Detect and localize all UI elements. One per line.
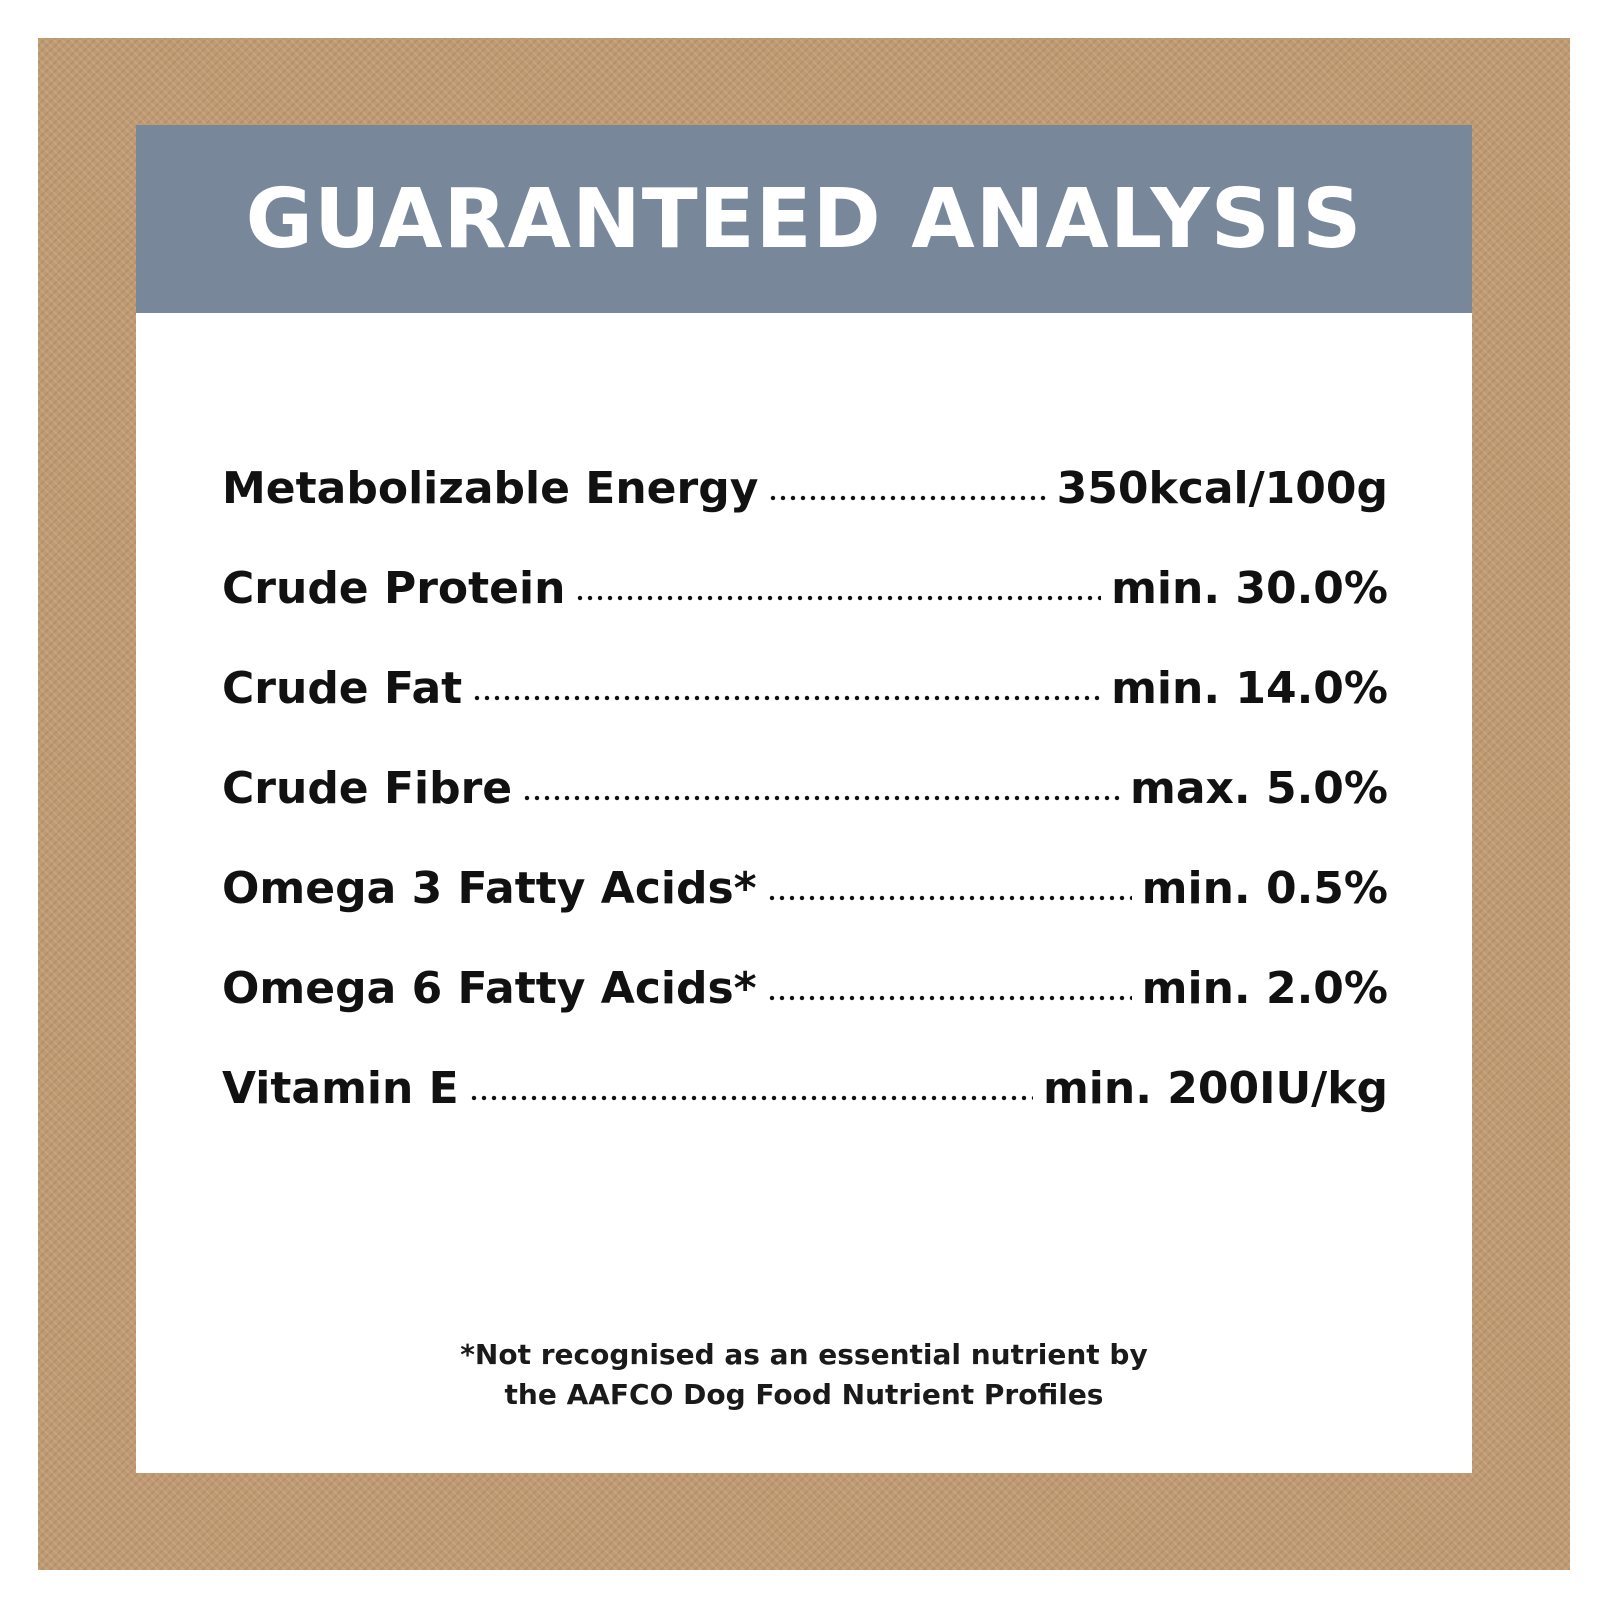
analysis-row: Crude Fat min. 14.0% [222,663,1388,763]
analysis-row: Metabolizable Energy 350kcal/100g [222,463,1388,563]
footnote-line: the AAFCO Dog Food Nutrient Profiles [504,1378,1104,1411]
page-title: GUARANTEED ANALYSIS [245,171,1363,267]
dot-leader [575,593,1102,603]
nutrient-label: Metabolizable Energy [222,463,759,514]
nutrient-label: Crude Fat [222,663,463,714]
footnote-line: *Not recognised as an essential nutrient… [460,1338,1148,1371]
dot-leader [766,993,1132,1003]
analysis-card: GUARANTEED ANALYSIS Metabolizable Energy… [136,125,1472,1473]
nutrient-value: 350kcal/100g [1056,463,1388,514]
analysis-row: Crude Protein min. 30.0% [222,563,1388,663]
nutrient-value: min. 30.0% [1111,563,1388,614]
analysis-row: Vitamin E min. 200IU/kg [222,1063,1388,1163]
analysis-table: Metabolizable Energy 350kcal/100g Crude … [222,463,1388,1163]
nutrient-value: max. 5.0% [1130,763,1388,814]
nutrient-label: Omega 3 Fatty Acids* [222,863,757,914]
dot-leader [522,793,1121,803]
header-band: GUARANTEED ANALYSIS [136,125,1472,313]
nutrient-value: min. 200IU/kg [1042,1063,1388,1114]
nutrient-value: min. 14.0% [1111,663,1388,714]
nutrient-label: Crude Protein [222,563,566,614]
nutrient-value: min. 2.0% [1141,963,1388,1014]
dot-leader [472,693,1102,703]
dot-leader [768,493,1047,503]
nutrient-value: min. 0.5% [1141,863,1388,914]
footnote: *Not recognised as an essential nutrient… [136,1335,1472,1415]
dot-leader [468,1093,1033,1103]
analysis-row: Crude Fibre max. 5.0% [222,763,1388,863]
analysis-row: Omega 6 Fatty Acids* min. 2.0% [222,963,1388,1063]
nutrient-label: Crude Fibre [222,763,513,814]
nutrient-label: Omega 6 Fatty Acids* [222,963,757,1014]
nutrient-label: Vitamin E [222,1063,459,1114]
dot-leader [766,893,1132,903]
analysis-row: Omega 3 Fatty Acids* min. 0.5% [222,863,1388,963]
